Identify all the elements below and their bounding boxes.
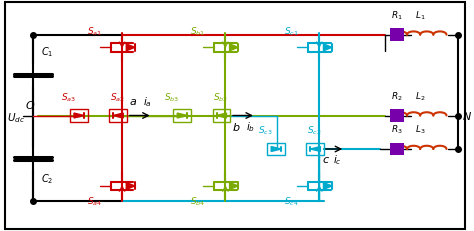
Text: $a$: $a$ <box>129 97 137 107</box>
Text: $S_{a3}$: $S_{a3}$ <box>61 91 76 104</box>
Text: $S_{c4}$: $S_{c4}$ <box>284 195 299 208</box>
Bar <box>267 143 285 155</box>
Text: $S_{b1}$: $S_{b1}$ <box>190 26 205 38</box>
Text: $S_{c3}$: $S_{c3}$ <box>258 125 273 137</box>
Text: $c$: $c$ <box>321 155 329 165</box>
Bar <box>390 143 404 155</box>
Bar <box>307 143 324 155</box>
Bar <box>212 109 230 122</box>
Polygon shape <box>177 113 187 118</box>
Polygon shape <box>323 44 332 51</box>
Bar <box>390 28 404 41</box>
Text: $S_{c2}$: $S_{c2}$ <box>307 125 322 137</box>
Bar <box>390 109 404 122</box>
Text: $C_1$: $C_1$ <box>41 45 54 59</box>
Polygon shape <box>310 146 320 152</box>
Polygon shape <box>217 113 227 118</box>
Text: $C_2$: $C_2$ <box>41 172 54 186</box>
Polygon shape <box>74 113 84 118</box>
Text: $b$: $b$ <box>232 121 241 133</box>
Text: $S_{c1}$: $S_{c1}$ <box>284 26 299 38</box>
Text: $S_{b2}$: $S_{b2}$ <box>213 91 228 104</box>
Bar <box>70 109 88 122</box>
Text: $O$: $O$ <box>26 99 36 111</box>
Text: $S_{a4}$: $S_{a4}$ <box>87 195 102 208</box>
Text: $N$: $N$ <box>463 109 473 122</box>
Polygon shape <box>126 44 135 51</box>
Text: $S_{a1}$: $S_{a1}$ <box>87 26 102 38</box>
Polygon shape <box>229 44 238 51</box>
Text: $S_{b3}$: $S_{b3}$ <box>164 91 179 104</box>
Text: $i_c$: $i_c$ <box>333 153 342 167</box>
Text: $i_b$: $i_b$ <box>246 121 255 134</box>
Polygon shape <box>271 146 281 152</box>
Text: $U_{dc}$: $U_{dc}$ <box>8 111 26 125</box>
Text: $L_3$: $L_3$ <box>415 124 426 136</box>
Text: $L_2$: $L_2$ <box>415 90 425 103</box>
Text: $i_a$: $i_a$ <box>143 95 152 109</box>
Polygon shape <box>113 113 123 118</box>
Text: $L_1$: $L_1$ <box>415 9 426 22</box>
Bar <box>173 109 191 122</box>
Text: $R_3$: $R_3$ <box>391 124 402 136</box>
Text: $S_{b4}$: $S_{b4}$ <box>190 195 206 208</box>
Text: $R_1$: $R_1$ <box>391 9 402 22</box>
Bar <box>109 109 127 122</box>
Polygon shape <box>229 182 238 189</box>
Text: $R_2$: $R_2$ <box>391 90 402 103</box>
Polygon shape <box>323 182 332 189</box>
Polygon shape <box>126 182 135 189</box>
Text: $S_{a2}$: $S_{a2}$ <box>110 91 125 104</box>
